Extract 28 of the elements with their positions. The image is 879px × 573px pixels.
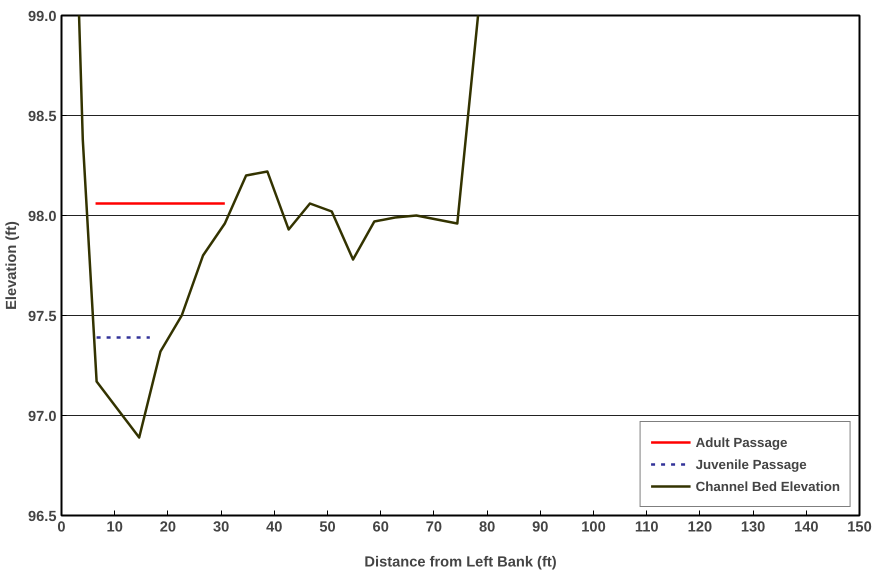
x-tick-label: 80 <box>478 520 496 536</box>
legend-label: Channel Bed Elevation <box>696 478 840 494</box>
x-tick-label: 130 <box>740 520 766 536</box>
y-axis-title: Elevation (ft) <box>4 221 20 310</box>
x-tick-label: 40 <box>266 520 282 536</box>
x-tick-label: 150 <box>847 520 872 536</box>
y-tick-label: 98.5 <box>28 109 57 125</box>
x-tick-label: 70 <box>426 520 442 536</box>
x-tick-label: 0 <box>57 520 66 536</box>
line-series <box>78 16 480 439</box>
x-tick-label: 10 <box>106 520 123 536</box>
x-axis-title: Distance from Left Bank (ft) <box>364 554 557 570</box>
x-tick-label: 20 <box>160 520 176 536</box>
x-tick-label: 30 <box>212 520 230 536</box>
y-tick-label: 99.0 <box>28 9 57 25</box>
y-tick-label: 98.0 <box>28 209 57 225</box>
x-tick-label: 90 <box>532 520 548 536</box>
legend-label: Juvenile Passage <box>696 456 807 472</box>
x-tick-label: 110 <box>634 520 659 536</box>
x-tick-label: 120 <box>688 520 712 536</box>
x-tick-label: 100 <box>581 520 606 536</box>
x-tick-label: 140 <box>794 520 819 536</box>
legend-label: Adult Passage <box>696 434 788 450</box>
y-tick-label: 97.0 <box>28 409 57 425</box>
x-tick-label: 60 <box>372 520 389 536</box>
y-tick-label: 96.5 <box>28 509 57 525</box>
y-tick-label: 97.5 <box>28 309 57 325</box>
x-tick-label: 50 <box>319 520 336 536</box>
